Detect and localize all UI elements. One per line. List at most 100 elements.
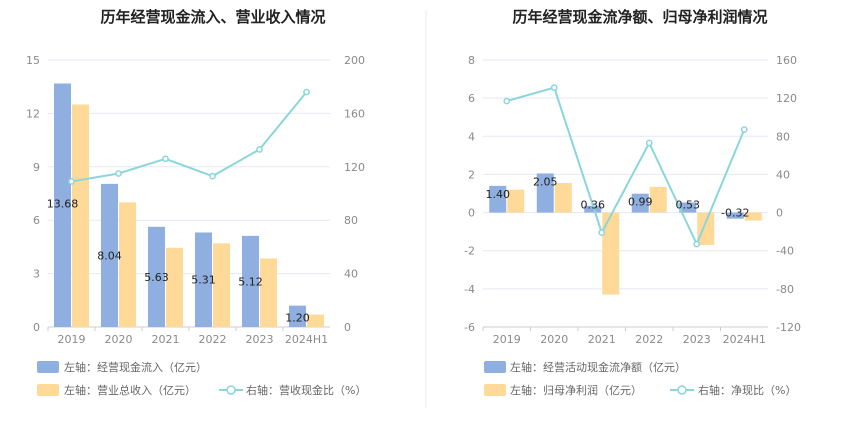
line-point <box>68 178 75 185</box>
bar-data-label: 5.63 <box>144 271 169 284</box>
left-axis-tick-label: 8 <box>468 54 475 67</box>
right-axis-tick-label: 0 <box>344 321 351 334</box>
legend-swatch-bar-2 <box>37 384 59 396</box>
bar-data-label: 0.99 <box>628 196 653 209</box>
line-point <box>162 155 169 163</box>
line-point <box>503 97 511 105</box>
x-axis-category-label: 2021 <box>152 333 180 346</box>
x-axis-category-label: 2023 <box>246 333 274 346</box>
bar-data-label: 2.05 <box>533 175 558 188</box>
bar-series-2 <box>119 202 136 327</box>
bar-data-label: 5.12 <box>238 275 263 288</box>
line-series <box>71 91 308 183</box>
bar-series-1 <box>536 173 554 213</box>
x-axis-category-label: 2020 <box>105 333 133 346</box>
x-axis-category-label: 2022 <box>199 333 227 346</box>
bar-series-2 <box>649 186 667 213</box>
line-point <box>209 172 216 180</box>
bar-series-1 <box>148 226 165 327</box>
bar-series-1 <box>101 183 118 327</box>
bar-series-1 <box>489 185 507 213</box>
left-axis-tick-label: -2 <box>464 245 475 258</box>
legend-swatch-line-marker <box>226 385 236 395</box>
bar-series-1 <box>584 205 602 213</box>
legend-label: 左轴：归母净利润（亿元） <box>510 383 642 397</box>
bar-data-label: 0.53 <box>676 199 701 212</box>
bar-data-label: 0.36 <box>581 199 606 212</box>
bar-series-2 <box>554 183 572 213</box>
legend-label: 右轴：营收现金比（%） <box>246 383 366 397</box>
x-axis-category-label: 2022 <box>635 333 663 346</box>
left-axis-tick-label: -4 <box>464 283 475 296</box>
right-chart-title: 历年经营现金流净额、归母净利润情况 <box>512 8 767 26</box>
bar-series-1 <box>679 202 697 213</box>
bar-series-2 <box>602 212 620 295</box>
line-series <box>506 86 746 247</box>
bar-series-1 <box>195 232 212 327</box>
right-axis-tick-label: 80 <box>776 130 790 143</box>
left-chart-title: 历年经营现金流入、营业收入情况 <box>100 8 325 26</box>
left-axis-tick-label: 0 <box>33 321 40 334</box>
bar-data-label: 13.68 <box>47 197 79 210</box>
x-axis-category-label: 2021 <box>588 333 616 346</box>
x-axis-category-label: 2024H1 <box>723 333 766 346</box>
line-point <box>645 139 653 147</box>
right-axis-tick-label: 160 <box>344 107 365 120</box>
line-point <box>256 146 263 153</box>
legend-label: 右轴：净现比（%） <box>698 383 796 397</box>
bar-series-2 <box>307 314 324 327</box>
left-axis-tick-label: 6 <box>33 214 40 227</box>
bar-series-2 <box>260 258 277 327</box>
right-axis-tick-label: 80 <box>344 214 358 227</box>
bar-data-label: -0.32 <box>721 207 749 220</box>
line-point <box>693 240 701 248</box>
bar-data-label: 1.20 <box>285 312 310 325</box>
right-axis-tick-label: 160 <box>776 54 797 67</box>
bar-series-2 <box>213 243 230 327</box>
right-axis-tick-label: 120 <box>344 161 365 174</box>
bar-series-2 <box>72 104 89 327</box>
line-point <box>303 88 310 96</box>
bar-series-1 <box>242 235 259 327</box>
right-chart-plot: 1.40 2.05 0.36 0.99 0.53 -0.32 <box>486 84 762 295</box>
bar-series-2 <box>507 189 525 213</box>
legend-label: 左轴：经营活动现金流净额（亿元） <box>510 360 686 374</box>
right-axis-tick-label: -80 <box>776 283 794 296</box>
x-axis-category-label: 2019 <box>493 333 521 346</box>
left-chart-legend: 左轴：经营现金流入（亿元） 左轴：营业总收入（亿元） 右轴：营收现金比（%） <box>37 360 366 397</box>
left-axis-tick-label: 9 <box>33 161 40 174</box>
left-axis-tick-label: 12 <box>26 107 40 120</box>
bar-series-2 <box>744 212 762 221</box>
line-point <box>740 126 748 133</box>
line-point <box>550 84 558 92</box>
right-axis-tick-label: -120 <box>776 321 801 334</box>
bar-series-1 <box>289 305 306 327</box>
line-point <box>115 170 122 177</box>
x-axis-category-label: 2020 <box>540 333 568 346</box>
right-axis-tick-label: 120 <box>776 92 797 105</box>
right-axis-tick-label: -40 <box>776 245 794 258</box>
left-axis-tick-label: 3 <box>33 268 40 281</box>
legend-label: 左轴：经营现金流入（亿元） <box>64 360 207 374</box>
line-point <box>598 229 606 236</box>
legend-swatch-bar-1 <box>484 361 506 373</box>
legend-label: 左轴：营业总收入（亿元） <box>64 383 196 397</box>
bar-data-label: 1.40 <box>486 188 511 201</box>
left-chart-plot: 13.68 8.04 5.63 5.31 5.12 1.20 <box>47 83 324 327</box>
left-chart-grid: 0 3 6 9 12 15 0 40 80 120 160 200 2019 2020 2021 2022 20… <box>26 54 365 346</box>
left-axis-tick-label: 2 <box>468 168 475 181</box>
x-axis-category-label: 2019 <box>58 333 86 346</box>
left-axis-tick-label: 0 <box>468 207 475 220</box>
bar-series-1 <box>54 83 71 327</box>
bar-series-2 <box>166 247 183 327</box>
right-axis-tick-label: 40 <box>776 168 790 181</box>
left-axis-tick-label: -6 <box>464 321 475 334</box>
right-chart-grid: -6 -4 -2 0 2 4 6 8 -120 -80 -40 0 40 80 120 160 2019 2020… <box>464 54 801 346</box>
left-axis-tick-label: 6 <box>468 92 475 105</box>
left-axis-tick-label: 15 <box>26 54 40 67</box>
right-chart-legend: 左轴：经营活动现金流净额（亿元） 左轴：归母净利润（亿元） 右轴：净现比（%） <box>484 360 796 397</box>
right-axis-tick-label: 40 <box>344 268 358 281</box>
right-axis-tick-label: 0 <box>776 207 783 220</box>
bar-data-label: 8.04 <box>97 249 122 262</box>
